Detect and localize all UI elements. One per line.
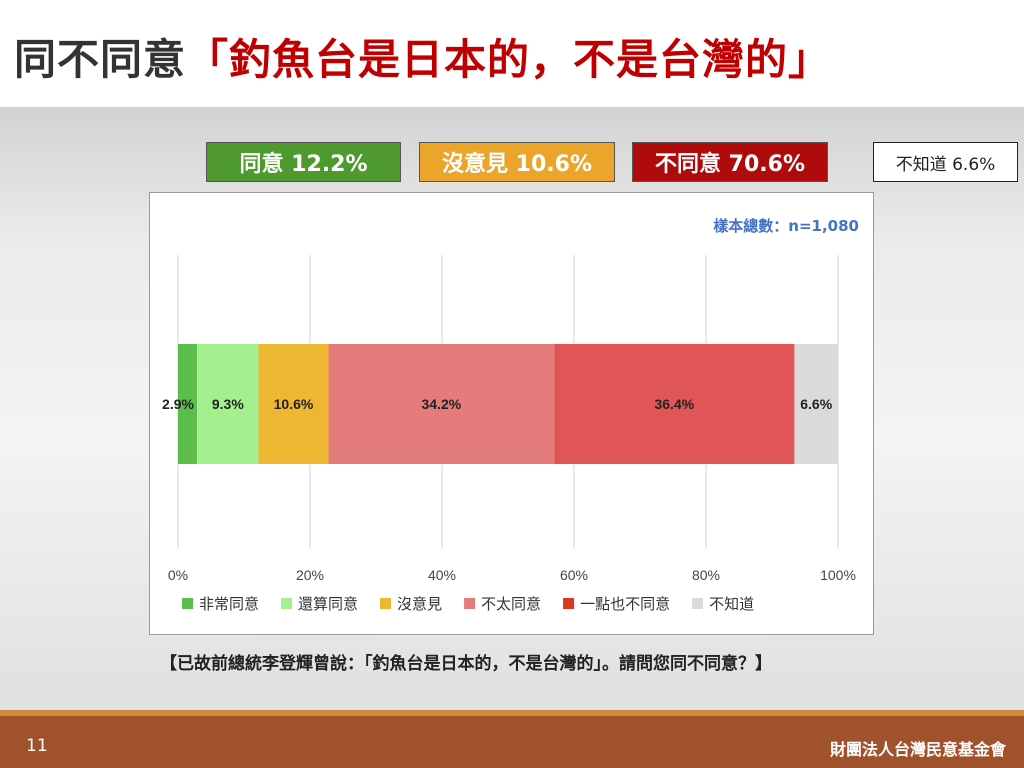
legend-label: 沒意見	[397, 595, 442, 613]
legend-label: 不太同意	[481, 595, 541, 613]
data-label: 10.6%	[274, 396, 314, 412]
bar-segment	[794, 344, 838, 464]
organization-name: 財團法人台灣民意基金會	[829, 740, 1006, 759]
data-label: 9.3%	[212, 396, 244, 412]
page-number: 11	[26, 736, 48, 756]
x-tick-label: 20%	[296, 567, 324, 583]
legend-label: 還算同意	[298, 595, 358, 613]
legend-label: 非常同意	[199, 595, 259, 613]
bar-segment	[328, 344, 555, 464]
title-quote: 「釣魚台是日本的，不是台灣的」	[186, 35, 832, 84]
data-label: 36.4%	[654, 396, 694, 412]
stacked-bar-chart: 0% 20% 40% 60% 80% 100% 2.9% 9.3% 10.6% 34.2% 36.4…	[162, 255, 856, 613]
legend-swatch	[182, 598, 193, 609]
bar-segment	[258, 344, 329, 464]
legend-label: 一點也不同意	[580, 595, 670, 613]
chart-panel: 樣本總數：n=1,080 0% 20% 40% 60% 80% 100% 2.9% 9.3% 1…	[149, 192, 874, 635]
footer-bar: 11 財團法人台灣民意基金會	[0, 710, 1024, 768]
data-label: 6.6%	[800, 396, 832, 412]
bar-segment	[197, 344, 259, 464]
x-tick-label: 100%	[820, 567, 856, 583]
summary-agree-box: 同意 12.2%	[206, 142, 401, 182]
data-label: 34.2%	[421, 396, 461, 412]
title-bar: 同不同意「釣魚台是日本的，不是台灣的」	[0, 0, 1024, 107]
legend-swatch	[464, 598, 476, 609]
summary-disagree-box: 不同意 70.6%	[632, 142, 828, 182]
legend-swatch	[692, 598, 704, 609]
title-prefix: 同不同意	[14, 35, 187, 84]
sample-size-note: 樣本總數：n=1,080	[713, 217, 859, 235]
legend-swatch	[281, 598, 293, 609]
legend-swatch	[563, 598, 575, 609]
x-tick-label: 40%	[428, 567, 456, 583]
x-tick-label: 60%	[560, 567, 588, 583]
survey-question: 【已故前總統李登輝曾說：「釣魚台是日本的，不是台灣的」。請問您同不同意？】	[160, 654, 772, 674]
summary-dont-know-box: 不知道 6.6%	[873, 142, 1018, 182]
x-tick-label: 80%	[692, 567, 720, 583]
bar-segment	[554, 344, 795, 464]
bar-segment	[178, 344, 198, 464]
legend-label: 不知道	[709, 595, 754, 613]
x-tick-label: 0%	[168, 567, 188, 583]
data-label: 2.9%	[162, 396, 194, 412]
summary-no-opinion-box: 沒意見 10.6%	[419, 142, 615, 182]
legend-swatch	[380, 598, 392, 609]
page-title: 同不同意「釣魚台是日本的，不是台灣的」	[14, 26, 831, 87]
